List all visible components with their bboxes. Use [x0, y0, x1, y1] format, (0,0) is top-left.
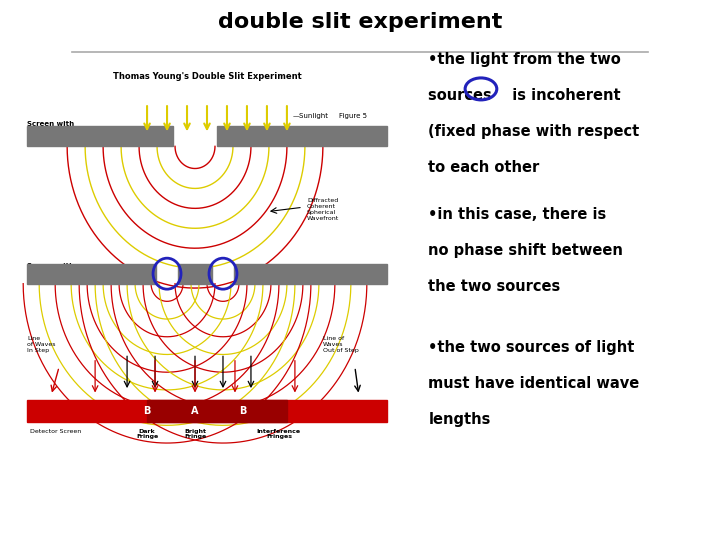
Text: no phase shift between: no phase shift between	[428, 243, 624, 258]
Text: PHY232 - Remco Zegers    ·    interference, diffraction & polarization: PHY232 - Remco Zegers · interference, di…	[29, 515, 456, 525]
Bar	[147, 400, 287, 422]
Text: A: A	[192, 406, 199, 416]
Bar	[234, 264, 387, 284]
Text: —Sunlight: —Sunlight	[293, 113, 329, 119]
Bar	[217, 126, 387, 146]
Text: B: B	[143, 406, 150, 416]
Text: Bright
Fringe: Bright Fringe	[184, 429, 206, 440]
Text: 8: 8	[690, 515, 698, 525]
Text: to each other: to each other	[428, 160, 540, 176]
Bar	[179, 264, 212, 284]
Text: Diffracted
Coherent
Spherical
Wavefront: Diffracted Coherent Spherical Wavefront	[307, 198, 339, 221]
Text: double slit experiment: double slit experiment	[218, 12, 502, 32]
Text: Line of
Waves
Out of Step: Line of Waves Out of Step	[323, 336, 359, 353]
Text: must have identical wave: must have identical wave	[428, 376, 639, 391]
Text: the two sources: the two sources	[428, 279, 561, 294]
Text: Line
of Waves
In Step: Line of Waves In Step	[27, 336, 55, 353]
Text: sources    is incoherent: sources is incoherent	[428, 89, 621, 104]
Text: Screen with
Single Slit: Screen with Single Slit	[27, 121, 74, 134]
Text: •the light from the two: •the light from the two	[428, 52, 621, 68]
Text: Screen with
Two Slits: Screen with Two Slits	[27, 263, 74, 276]
Text: Figure 5: Figure 5	[339, 113, 367, 119]
Text: lengths: lengths	[428, 412, 491, 427]
Text: Thomas Young's Double Slit Experiment: Thomas Young's Double Slit Experiment	[112, 72, 302, 81]
Bar	[27, 400, 387, 422]
Text: •the two sources of light: •the two sources of light	[428, 340, 635, 355]
Text: Dark
Fringe: Dark Fringe	[136, 429, 158, 440]
Bar	[27, 126, 173, 146]
Text: Detector Screen: Detector Screen	[30, 429, 81, 434]
Text: B: B	[239, 406, 247, 416]
Bar	[27, 264, 156, 284]
Text: Interference
Fringes: Interference Fringes	[257, 429, 301, 440]
Text: (fixed phase with respect: (fixed phase with respect	[428, 124, 639, 139]
Text: •in this case, there is: •in this case, there is	[428, 207, 607, 222]
